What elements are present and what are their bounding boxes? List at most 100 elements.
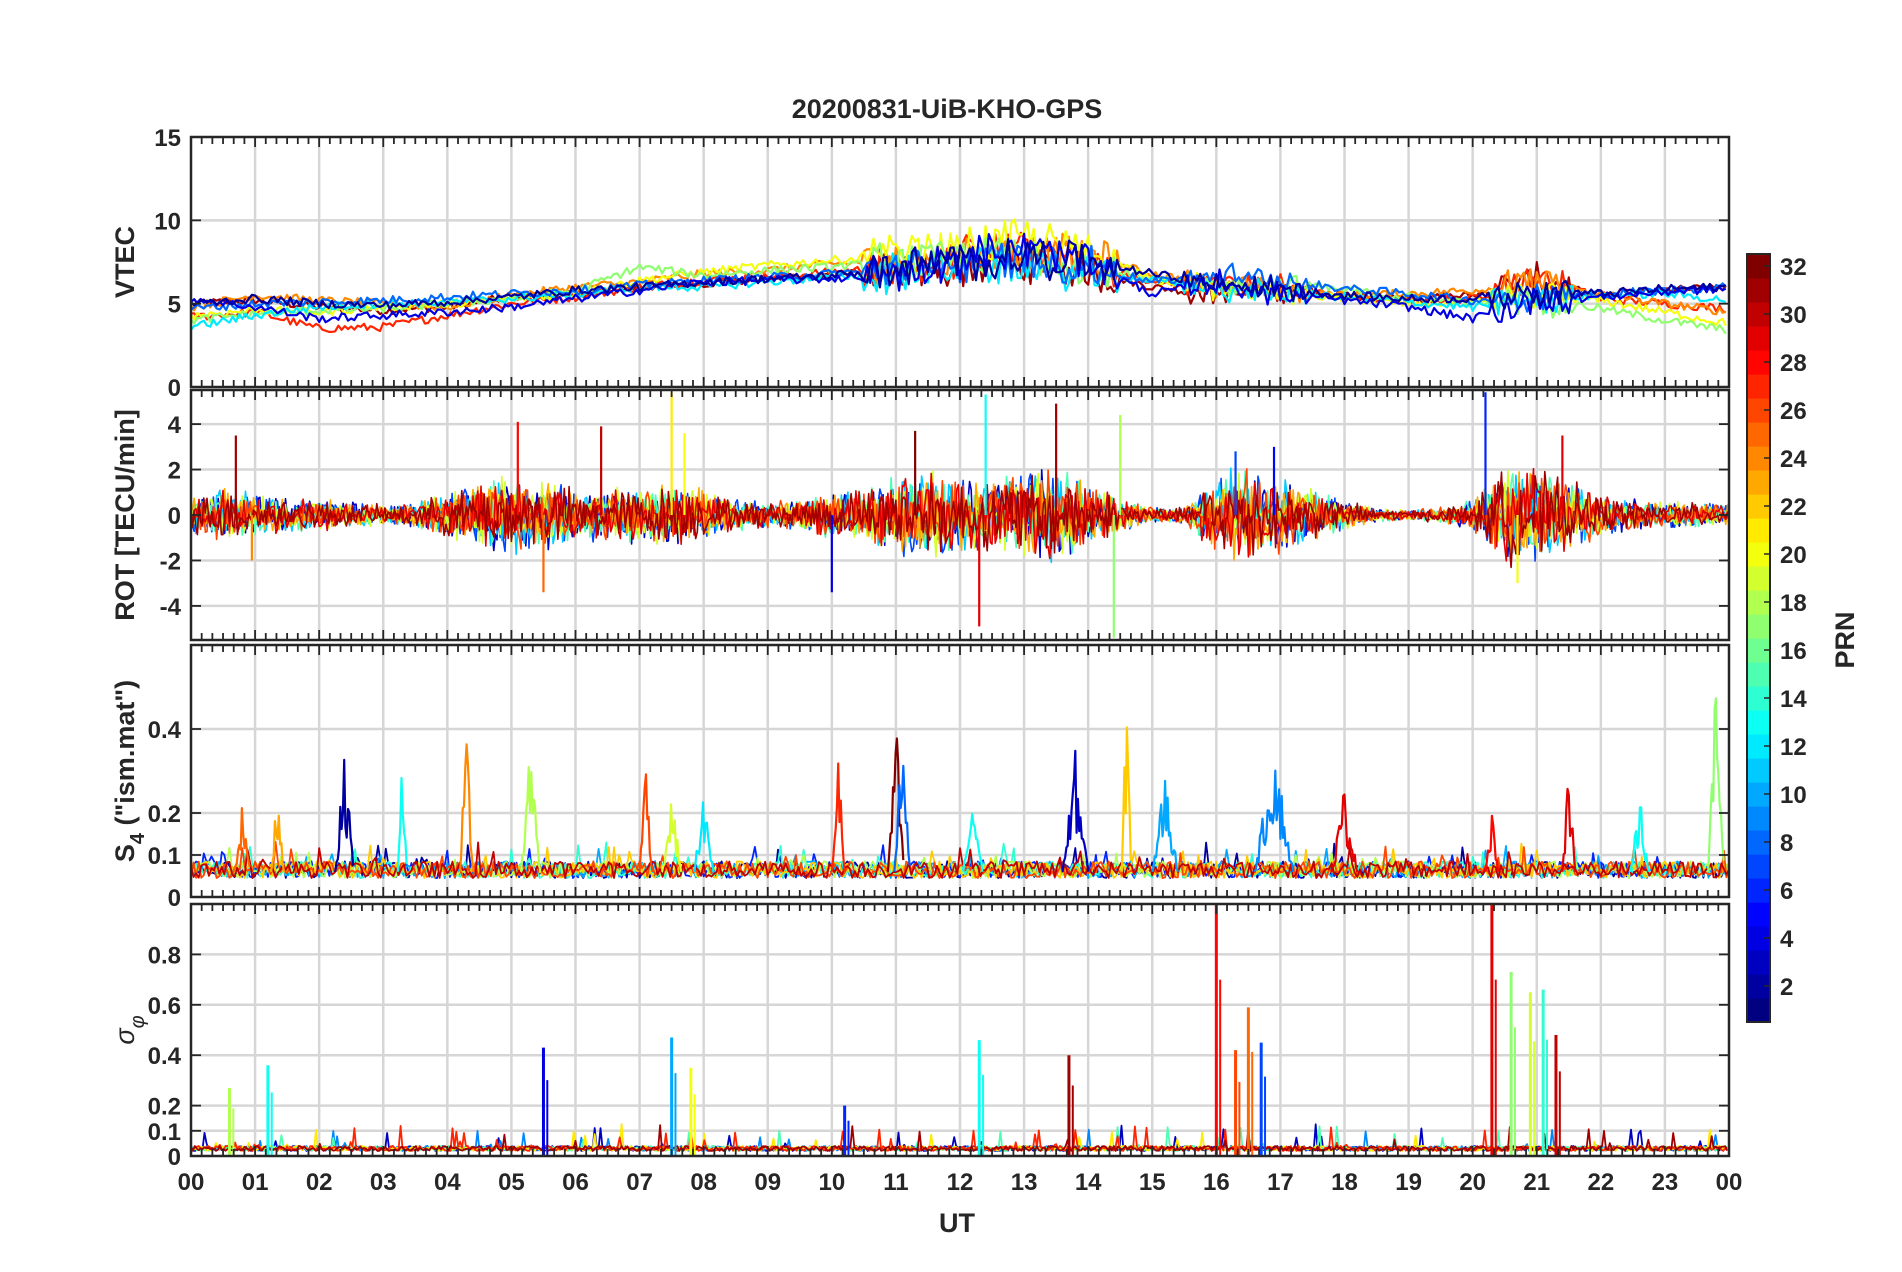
colorbar-swatch-prn-24 [1747,446,1770,471]
colorbar-swatch-prn-11 [1747,758,1770,783]
rot-series-prn-31 [191,470,1729,569]
colorbar-tick-label: 14 [1780,686,1807,713]
colorbar-swatch-prn-26 [1747,398,1770,423]
colorbar-swatch-prn-31 [1747,278,1770,303]
y-tick-label: 10 [154,208,181,235]
colorbar-swatch-prn-28 [1747,350,1770,375]
axis-ticks [190,136,1730,388]
x-tick-label: 14 [1075,1169,1102,1196]
colorbar-tick-label: 32 [1780,254,1807,281]
x-tick-label: 23 [1652,1169,1679,1196]
y-tick-label: 0 [168,885,181,912]
colorbar-swatch-prn-4 [1747,926,1770,951]
colorbar-tick-label: 8 [1780,830,1793,857]
colorbar-tick-label: 6 [1780,878,1793,905]
colorbar-tick-label: 30 [1780,302,1807,329]
s4-event-prn-22 [1120,726,1132,872]
y-tick-label: 0.8 [148,942,181,969]
colorbar-swatch-prn-12 [1747,734,1770,759]
colorbar-swatch-prn-22 [1747,494,1770,519]
s4-event-prn-19 [660,803,683,873]
colorbar-tick-label: 26 [1780,398,1807,425]
x-tick-label: 04 [434,1169,461,1196]
colorbar-swatch-prn-2 [1747,974,1770,999]
y-axis-label: S4 ("ism.mat") [110,680,149,862]
s4-event-prn-13 [396,776,408,872]
x-tick-label: 00 [178,1169,205,1196]
colorbar-tick-label: 12 [1780,734,1807,761]
s4-event-prn-2 [334,758,355,872]
s4-baseline-prn-26 [191,840,1729,879]
x-tick-label: 08 [690,1169,717,1196]
y-tick-label: 15 [154,125,181,152]
x-tick-label: 11 [883,1169,908,1196]
y-tick-label: 0 [168,503,181,530]
axis-ticks [190,904,1730,1157]
y-tick-label: 0.2 [148,1094,181,1121]
y-tick-label: 0 [168,1144,181,1171]
vtec-series-prn-2 [191,237,1727,311]
y-tick-label: 5 [168,292,181,319]
colorbar-swatch-prn-30 [1747,302,1770,327]
colorbar-swatch-prn-3 [1747,950,1770,975]
y-tick-label: 0.4 [148,1043,182,1070]
chart-title: 20200831-UiB-KHO-GPS [792,94,1103,124]
colorbar-swatch-prn-14 [1747,686,1770,711]
colorbar-swatch-prn-23 [1747,470,1770,495]
y-axis-label: VTEC [110,226,140,298]
x-tick-label: 17 [1267,1169,1294,1196]
data-lines [191,218,1727,335]
x-tick-label: 21 [1523,1169,1550,1196]
y-tick-label: 0 [168,375,181,402]
panel-rot: -4 -2 0 2 4 ROT [TECU/min] [110,388,1731,642]
y-tick-label: -4 [160,594,182,621]
x-tick-label: 16 [1203,1169,1230,1196]
s4-event-prn-24 [459,743,475,872]
y-tick-label: 0.2 [148,801,181,828]
x-tick-label: 18 [1331,1169,1358,1196]
y-axis-label-main: ROT [TECU/min] [110,409,140,620]
y-tick-label: 4 [168,412,182,439]
s4-event-prn-13 [962,812,984,872]
colorbar-swatch-prn-9 [1747,806,1770,831]
s4-event-prn-29 [1330,793,1359,873]
s4-event-prn-29 [1561,787,1577,872]
colorbar-swatch-prn-25 [1747,422,1770,447]
vtec-series-prn-20 [191,218,1727,327]
x-tick-label: 02 [306,1169,333,1196]
colorbar-swatch-prn-16 [1747,638,1770,663]
grid [191,904,1729,1156]
x-tick-label: 22 [1587,1169,1614,1196]
s4-baseline-prn-30 [191,841,1729,879]
panel-s4: 00.10.20.4S4 ("ism.mat") [110,643,1731,912]
colorbar-swatch-prn-13 [1747,710,1770,735]
colorbar-swatch-prn-8 [1747,830,1770,855]
colorbar-tick-label: 22 [1780,494,1807,521]
x-tick-label: 06 [562,1169,589,1196]
colorbar-tick-label: 2 [1780,974,1793,1001]
colorbar-swatch-prn-18 [1747,590,1770,615]
colorbar-swatch-prn-32 [1747,254,1770,279]
y-tick-label: 0.1 [148,1119,181,1146]
x-tick-label: 19 [1395,1169,1422,1196]
y-axis-label-main: σ [110,1027,140,1045]
rot-series-prn-29 [191,467,1729,562]
s4-event-prn-10 [1151,779,1179,873]
s4-event-prn-18 [519,766,542,872]
y-tick-label: 2 [168,458,181,485]
colorbar-swatch-prn-7 [1747,854,1770,879]
colorbar-tick-label: 18 [1780,590,1807,617]
colorbar-swatch-prn-17 [1747,614,1770,639]
colorbar-label: PRN [1830,611,1860,668]
s4-event-prn-12 [693,801,715,873]
colorbar-swatch-prn-21 [1747,518,1770,543]
colorbar-tick-label: 16 [1780,638,1807,665]
x-tick-label: 13 [1011,1169,1038,1196]
x-tick-label: 12 [947,1169,974,1196]
colorbar-frame [1746,253,1771,1023]
y-tick-label: 0.4 [148,717,182,744]
colorbar-swatch-prn-19 [1747,566,1770,591]
